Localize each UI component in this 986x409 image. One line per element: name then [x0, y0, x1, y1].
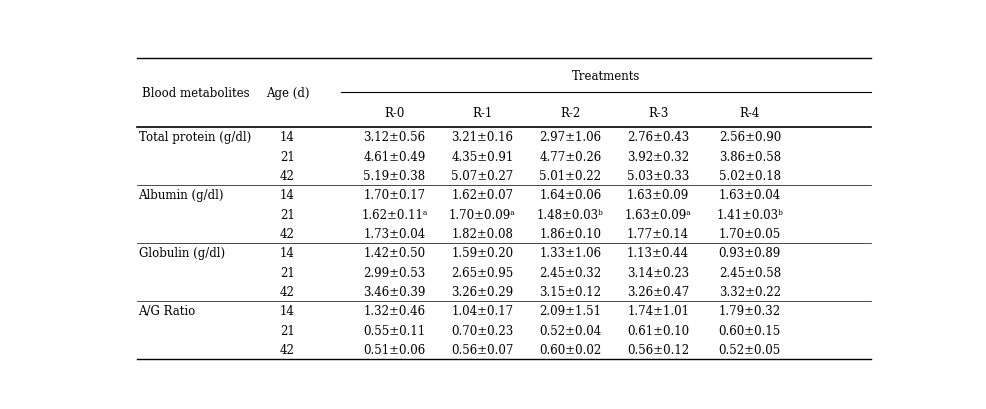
Text: 1.59±0.20: 1.59±0.20	[452, 247, 514, 260]
Text: 21: 21	[280, 150, 295, 163]
Text: 1.86±0.10: 1.86±0.10	[539, 227, 601, 240]
Text: 0.60±0.02: 0.60±0.02	[539, 343, 601, 356]
Text: 1.63±0.04: 1.63±0.04	[719, 189, 781, 202]
Text: R-3: R-3	[648, 107, 669, 120]
Text: 21: 21	[280, 208, 295, 221]
Text: 1.41±0.03ᵇ: 1.41±0.03ᵇ	[717, 208, 783, 221]
Text: 1.77±0.14: 1.77±0.14	[627, 227, 689, 240]
Text: 3.86±0.58: 3.86±0.58	[719, 150, 781, 163]
Text: 1.70±0.17: 1.70±0.17	[364, 189, 426, 202]
Text: R-1: R-1	[472, 107, 493, 120]
Text: 42: 42	[280, 285, 295, 298]
Text: 21: 21	[280, 324, 295, 337]
Text: 1.73±0.04: 1.73±0.04	[364, 227, 426, 240]
Text: 1.42±0.50: 1.42±0.50	[364, 247, 426, 260]
Text: 3.12±0.56: 3.12±0.56	[364, 131, 426, 144]
Text: Blood metabolites: Blood metabolites	[142, 87, 249, 100]
Text: 1.64±0.06: 1.64±0.06	[539, 189, 601, 202]
Text: 1.62±0.07: 1.62±0.07	[452, 189, 514, 202]
Text: 1.63±0.09ᵃ: 1.63±0.09ᵃ	[625, 208, 691, 221]
Text: Total protein (g/dl): Total protein (g/dl)	[138, 131, 250, 144]
Text: Treatments: Treatments	[572, 70, 640, 82]
Text: 2.45±0.58: 2.45±0.58	[719, 266, 781, 279]
Text: 0.55±0.11: 0.55±0.11	[364, 324, 426, 337]
Text: 2.65±0.95: 2.65±0.95	[452, 266, 514, 279]
Text: 5.19±0.38: 5.19±0.38	[364, 170, 426, 182]
Text: 0.56±0.12: 0.56±0.12	[627, 343, 689, 356]
Text: 0.61±0.10: 0.61±0.10	[627, 324, 689, 337]
Text: 0.60±0.15: 0.60±0.15	[719, 324, 781, 337]
Text: 5.07±0.27: 5.07±0.27	[452, 170, 514, 182]
Text: 0.56±0.07: 0.56±0.07	[452, 343, 514, 356]
Text: Albumin (g/dl): Albumin (g/dl)	[138, 189, 224, 202]
Text: 5.01±0.22: 5.01±0.22	[539, 170, 601, 182]
Text: 0.52±0.05: 0.52±0.05	[719, 343, 781, 356]
Text: 1.32±0.46: 1.32±0.46	[364, 305, 426, 317]
Text: 4.77±0.26: 4.77±0.26	[539, 150, 601, 163]
Text: 1.04±0.17: 1.04±0.17	[452, 305, 514, 317]
Text: 1.63±0.09: 1.63±0.09	[627, 189, 689, 202]
Text: 3.32±0.22: 3.32±0.22	[719, 285, 781, 298]
Text: 21: 21	[280, 266, 295, 279]
Text: 5.02±0.18: 5.02±0.18	[719, 170, 781, 182]
Text: 1.13±0.44: 1.13±0.44	[627, 247, 689, 260]
Text: R-0: R-0	[385, 107, 404, 120]
Text: Age (d): Age (d)	[266, 87, 310, 100]
Text: 1.70±0.05: 1.70±0.05	[719, 227, 781, 240]
Text: 2.56±0.90: 2.56±0.90	[719, 131, 781, 144]
Text: 42: 42	[280, 227, 295, 240]
Text: 3.14±0.23: 3.14±0.23	[627, 266, 689, 279]
Text: 3.46±0.39: 3.46±0.39	[363, 285, 426, 298]
Text: 0.70±0.23: 0.70±0.23	[452, 324, 514, 337]
Text: 2.45±0.32: 2.45±0.32	[539, 266, 601, 279]
Text: 2.76±0.43: 2.76±0.43	[627, 131, 689, 144]
Text: 2.99±0.53: 2.99±0.53	[364, 266, 426, 279]
Text: 4.61±0.49: 4.61±0.49	[364, 150, 426, 163]
Text: 4.35±0.91: 4.35±0.91	[452, 150, 514, 163]
Text: 3.26±0.29: 3.26±0.29	[452, 285, 514, 298]
Text: 1.48±0.03ᵇ: 1.48±0.03ᵇ	[536, 208, 603, 221]
Text: Globulin (g/dl): Globulin (g/dl)	[138, 247, 225, 260]
Text: 1.33±1.06: 1.33±1.06	[539, 247, 601, 260]
Text: 1.74±1.01: 1.74±1.01	[627, 305, 689, 317]
Text: 3.21±0.16: 3.21±0.16	[452, 131, 514, 144]
Text: 3.92±0.32: 3.92±0.32	[627, 150, 689, 163]
Text: 1.70±0.09ᵃ: 1.70±0.09ᵃ	[449, 208, 516, 221]
Text: 14: 14	[280, 247, 295, 260]
Text: 42: 42	[280, 343, 295, 356]
Text: 2.09±1.51: 2.09±1.51	[539, 305, 601, 317]
Text: 14: 14	[280, 189, 295, 202]
Text: 1.62±0.11ᵃ: 1.62±0.11ᵃ	[361, 208, 428, 221]
Text: 2.97±1.06: 2.97±1.06	[539, 131, 601, 144]
Text: 1.79±0.32: 1.79±0.32	[719, 305, 781, 317]
Text: 0.52±0.04: 0.52±0.04	[539, 324, 601, 337]
Text: 1.82±0.08: 1.82±0.08	[452, 227, 514, 240]
Text: A/G Ratio: A/G Ratio	[138, 305, 196, 317]
Text: 42: 42	[280, 170, 295, 182]
Text: 5.03±0.33: 5.03±0.33	[627, 170, 689, 182]
Text: R-4: R-4	[740, 107, 760, 120]
Text: 14: 14	[280, 131, 295, 144]
Text: 14: 14	[280, 305, 295, 317]
Text: 0.93±0.89: 0.93±0.89	[719, 247, 781, 260]
Text: 3.26±0.47: 3.26±0.47	[627, 285, 689, 298]
Text: 0.51±0.06: 0.51±0.06	[364, 343, 426, 356]
Text: R-2: R-2	[560, 107, 581, 120]
Text: 3.15±0.12: 3.15±0.12	[539, 285, 601, 298]
